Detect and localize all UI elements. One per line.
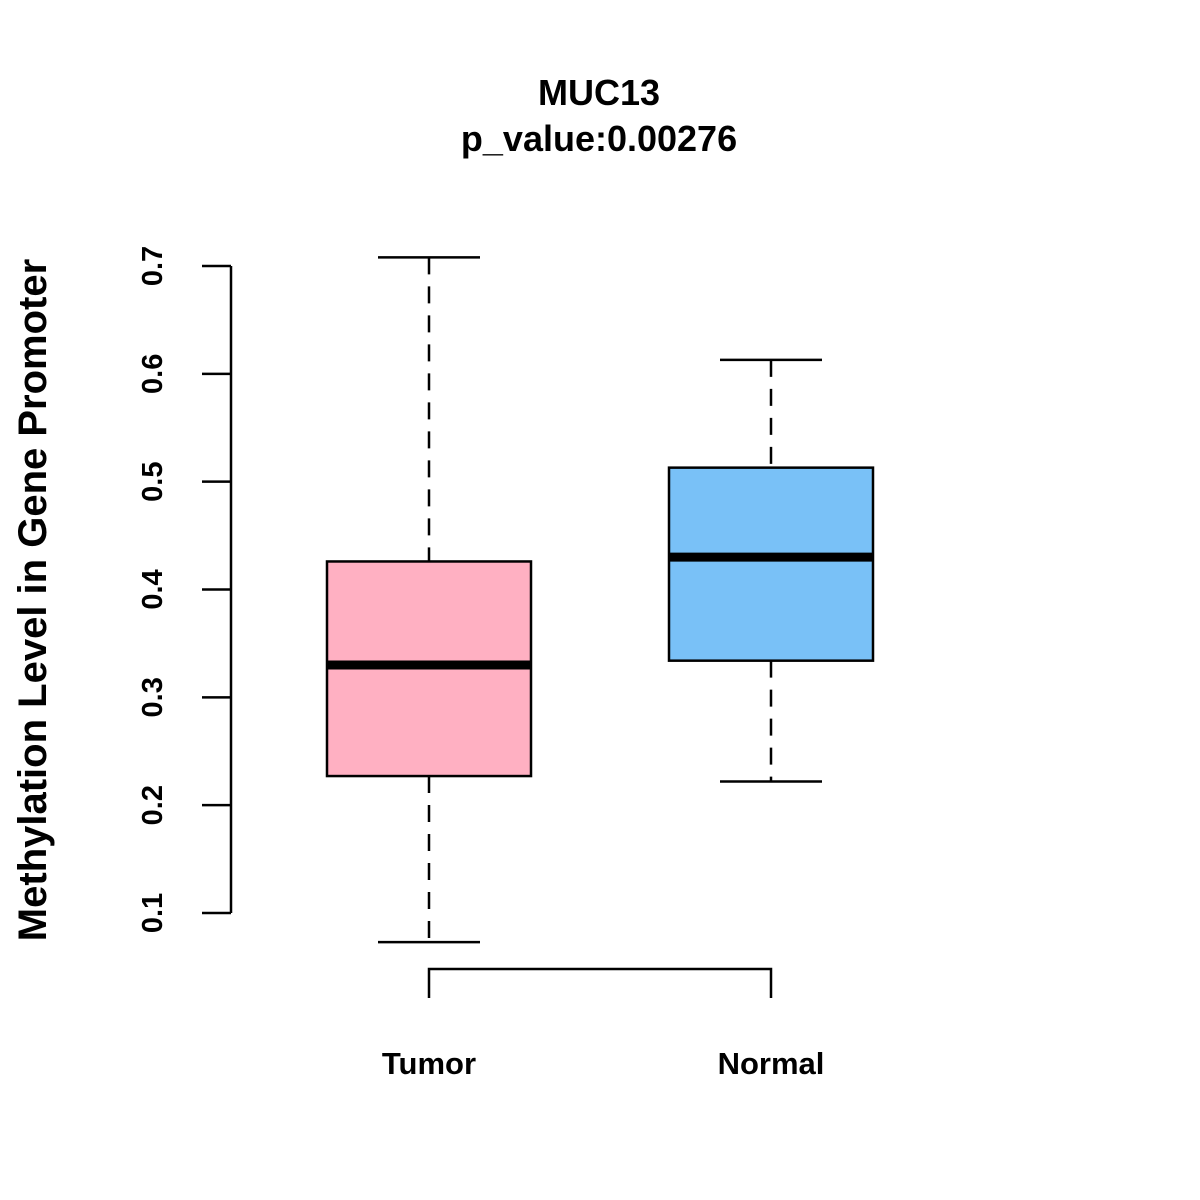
bracket-line (427, 967, 773, 998)
x-tick-label-normal: Normal (718, 1046, 825, 1081)
y-axis-label: Methylation Level in Gene Promoter (11, 259, 55, 941)
y-tick-label: 0.4 (137, 569, 169, 609)
y-tick-label: 0.1 (137, 893, 169, 933)
y-tick-label: 0.2 (137, 785, 169, 825)
box-series (325, 256, 875, 944)
box-normal (667, 358, 875, 783)
x-tick-label-tumor: Tumor (382, 1046, 476, 1081)
y-tick-label: 0.5 (137, 462, 169, 502)
y-axis: 0.1 0.2 0.3 0.4 0.5 0.6 0.7 (137, 246, 233, 933)
y-tick-label: 0.7 (137, 246, 169, 286)
chart-title: MUC13 (538, 72, 660, 113)
x-axis-labels: Tumor Normal (382, 1046, 824, 1081)
box-tumor (325, 256, 533, 944)
box-body (667, 466, 875, 662)
y-tick-label: 0.3 (137, 677, 169, 717)
comparison-bracket (427, 967, 773, 998)
y-tick-label: 0.6 (137, 354, 169, 394)
chart-subtitle: p_value:0.00276 (461, 118, 737, 159)
